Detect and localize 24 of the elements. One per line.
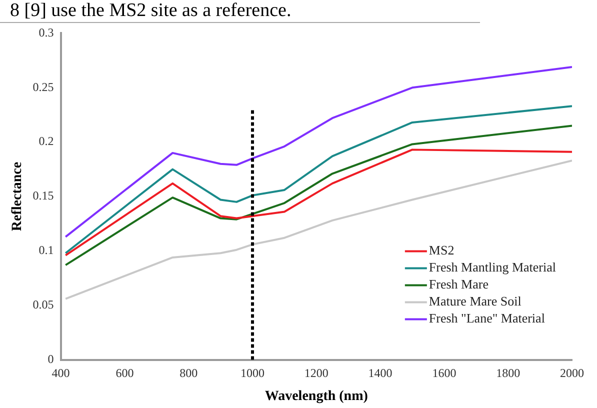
- text: 8 [9] use the MS2 site as a reference.: [0, 0, 480, 23]
- x-tick-label: 800: [180, 366, 198, 380]
- x-tick-label: 1600: [432, 366, 456, 380]
- legend-label: Fresh "Lane" Material: [428, 310, 546, 326]
- y-tick-label: 0: [48, 352, 54, 366]
- y-tick-label: 0.25: [32, 80, 54, 94]
- y-tick-label: 0.2: [38, 134, 54, 148]
- x-tick-label: 1800: [496, 366, 520, 380]
- x-axis-title: Wavelength (nm): [264, 389, 368, 404]
- y-tick-label: 0.05: [32, 298, 54, 312]
- legend-label: Fresh Mantling Material: [428, 260, 556, 275]
- x-tick-label: 1400: [368, 366, 392, 380]
- x-tick-label: 400: [52, 366, 70, 380]
- x-tick-label: 1000: [240, 366, 264, 380]
- y-tick-label: 0.15: [32, 188, 54, 203]
- x-tick-label: 2000: [560, 366, 584, 380]
- y-axis-title: Reflectance: [10, 162, 26, 232]
- y-tick-label: 0.1: [38, 243, 54, 258]
- x-tick-label: 600: [116, 366, 134, 380]
- legend-label: MS2: [428, 242, 454, 258]
- legend-label: Fresh Mare: [428, 276, 489, 292]
- x-tick-label: 1200: [304, 366, 328, 380]
- y-tick-label: 0.3: [38, 25, 54, 40]
- legend-label: Mature Mare Soil: [428, 294, 522, 309]
